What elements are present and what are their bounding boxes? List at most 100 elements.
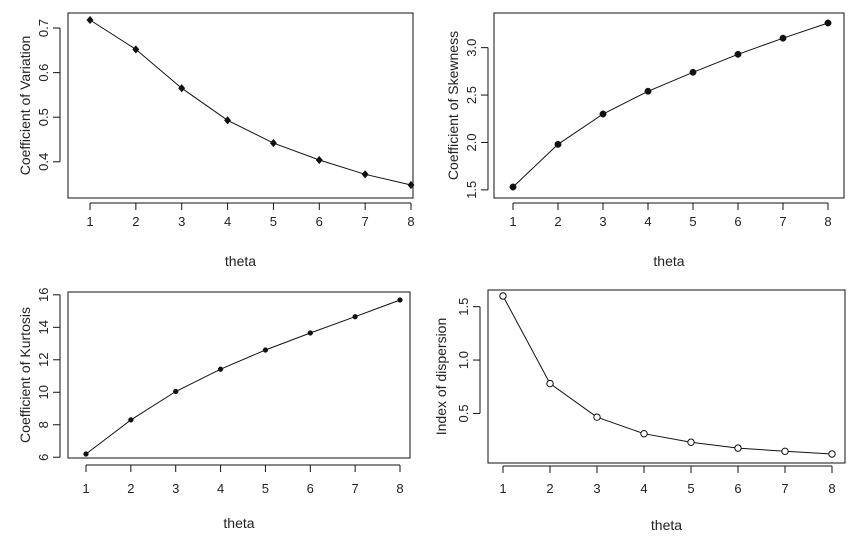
data-point bbox=[407, 180, 415, 190]
y-tick-label: 0.4 bbox=[36, 153, 51, 171]
data-point bbox=[352, 314, 358, 320]
data-point bbox=[178, 84, 186, 93]
data-point bbox=[83, 451, 89, 457]
data-point bbox=[546, 379, 554, 388]
data-point bbox=[173, 388, 179, 395]
data-point bbox=[315, 155, 323, 165]
data-point bbox=[689, 68, 697, 76]
data-point bbox=[599, 110, 607, 118]
x-axis-title: theta bbox=[651, 517, 682, 533]
x-tick-label: 8 bbox=[396, 481, 403, 496]
data-point bbox=[509, 183, 517, 191]
y-tick-label: 1.5 bbox=[456, 298, 471, 316]
data-point bbox=[224, 116, 232, 125]
x-tick-label: 8 bbox=[828, 481, 835, 496]
data-point bbox=[307, 330, 313, 336]
data-point bbox=[86, 15, 94, 25]
x-tick-label: 3 bbox=[178, 214, 185, 229]
x-tick-label: 4 bbox=[224, 214, 231, 229]
x-tick-label: 5 bbox=[687, 481, 694, 496]
x-tick-label: 4 bbox=[644, 214, 651, 229]
y-axis-title: Coefficient of Skewness bbox=[445, 31, 461, 180]
x-tick-label: 3 bbox=[599, 214, 606, 229]
y-tick-label: 0.6 bbox=[36, 64, 51, 82]
x-tick-label: 3 bbox=[172, 481, 179, 496]
data-point bbox=[781, 447, 789, 456]
y-tick-label: 2.5 bbox=[464, 86, 479, 104]
plot-frame bbox=[67, 291, 411, 459]
series-line bbox=[85, 299, 401, 455]
x-tick-label: 6 bbox=[734, 481, 741, 496]
y-tick-label: 12 bbox=[36, 353, 51, 367]
series-line bbox=[502, 295, 833, 455]
y-axis-title: Coefficient of Kurtosis bbox=[17, 307, 33, 443]
x-axis-title: theta bbox=[223, 515, 254, 531]
data-point bbox=[734, 50, 742, 58]
y-tick-label: 3.0 bbox=[464, 39, 479, 57]
x-tick-label: 4 bbox=[217, 481, 224, 496]
series-line bbox=[512, 22, 829, 188]
x-tick-label: 2 bbox=[127, 481, 134, 496]
y-tick-label: 6 bbox=[36, 454, 51, 461]
x-tick-label: 5 bbox=[689, 214, 696, 229]
data-point bbox=[640, 430, 648, 438]
y-tick-label: 1.0 bbox=[456, 351, 471, 369]
plot-frame bbox=[493, 12, 845, 199]
data-point bbox=[824, 19, 832, 27]
y-tick-label: 1.5 bbox=[464, 181, 479, 199]
y-tick-label: 8 bbox=[36, 421, 51, 428]
x-tick-label: 1 bbox=[499, 481, 506, 496]
series-line bbox=[89, 19, 412, 186]
data-point bbox=[779, 34, 787, 42]
x-tick-label: 8 bbox=[407, 214, 414, 229]
data-point bbox=[262, 347, 269, 353]
x-tick-label: 1 bbox=[82, 481, 89, 496]
y-axis-title: Index of dispersion bbox=[433, 318, 449, 436]
y-tick-label: 16 bbox=[36, 288, 51, 302]
x-axis-title: theta bbox=[653, 253, 684, 269]
y-tick-label: 14 bbox=[36, 320, 51, 334]
y-tick-label: 0.7 bbox=[36, 19, 51, 37]
y-axis-title: Coefficient of Variation bbox=[17, 36, 33, 176]
data-point bbox=[734, 444, 742, 452]
data-point bbox=[361, 170, 369, 179]
data-point bbox=[397, 297, 403, 303]
plot-frame bbox=[67, 12, 414, 199]
chart-panel-2: 1 2 3 4 5 6 7 8 1.5 2.0 2.5 3.0 theta Coefficient of … bbox=[445, 12, 845, 269]
data-point bbox=[128, 417, 134, 423]
x-tick-label: 6 bbox=[734, 214, 741, 229]
x-tick-label: 7 bbox=[781, 481, 788, 496]
x-tick-label: 7 bbox=[779, 214, 786, 229]
y-tick-label: 10 bbox=[36, 385, 51, 399]
data-point bbox=[593, 413, 601, 421]
x-tick-label: 2 bbox=[546, 481, 553, 496]
x-tick-label: 5 bbox=[262, 481, 269, 496]
x-tick-label: 6 bbox=[316, 214, 323, 229]
x-tick-label: 5 bbox=[270, 214, 277, 229]
x-tick-label: 2 bbox=[554, 214, 561, 229]
data-point bbox=[828, 450, 836, 458]
data-point bbox=[644, 87, 652, 95]
x-tick-label: 7 bbox=[352, 481, 359, 496]
x-axis-title: theta bbox=[225, 253, 256, 269]
data-point bbox=[269, 138, 277, 148]
chart-panel-4: 1 2 3 4 5 6 7 8 0.5 1.0 1.5 theta Index of dispersio… bbox=[433, 289, 846, 533]
x-tick-label: 1 bbox=[86, 214, 93, 229]
y-tick-label: 0.5 bbox=[456, 404, 471, 422]
chart-panel-1: 1 2 3 4 5 6 7 8 0.4 0.5 0.6 0.7 theta Coefficient of … bbox=[17, 12, 415, 269]
plot-frame bbox=[487, 289, 846, 464]
x-tick-label: 2 bbox=[132, 214, 139, 229]
y-tick-label: 2.0 bbox=[464, 133, 479, 151]
data-point bbox=[554, 140, 562, 148]
data-point bbox=[217, 366, 224, 372]
x-tick-label: 3 bbox=[593, 481, 600, 496]
data-point bbox=[499, 292, 507, 300]
x-tick-label: 8 bbox=[824, 214, 831, 229]
x-tick-label: 6 bbox=[307, 481, 314, 496]
data-point bbox=[687, 438, 695, 446]
x-tick-label: 7 bbox=[362, 214, 369, 229]
x-tick-label: 4 bbox=[640, 481, 647, 496]
y-tick-label: 0.5 bbox=[36, 108, 51, 126]
